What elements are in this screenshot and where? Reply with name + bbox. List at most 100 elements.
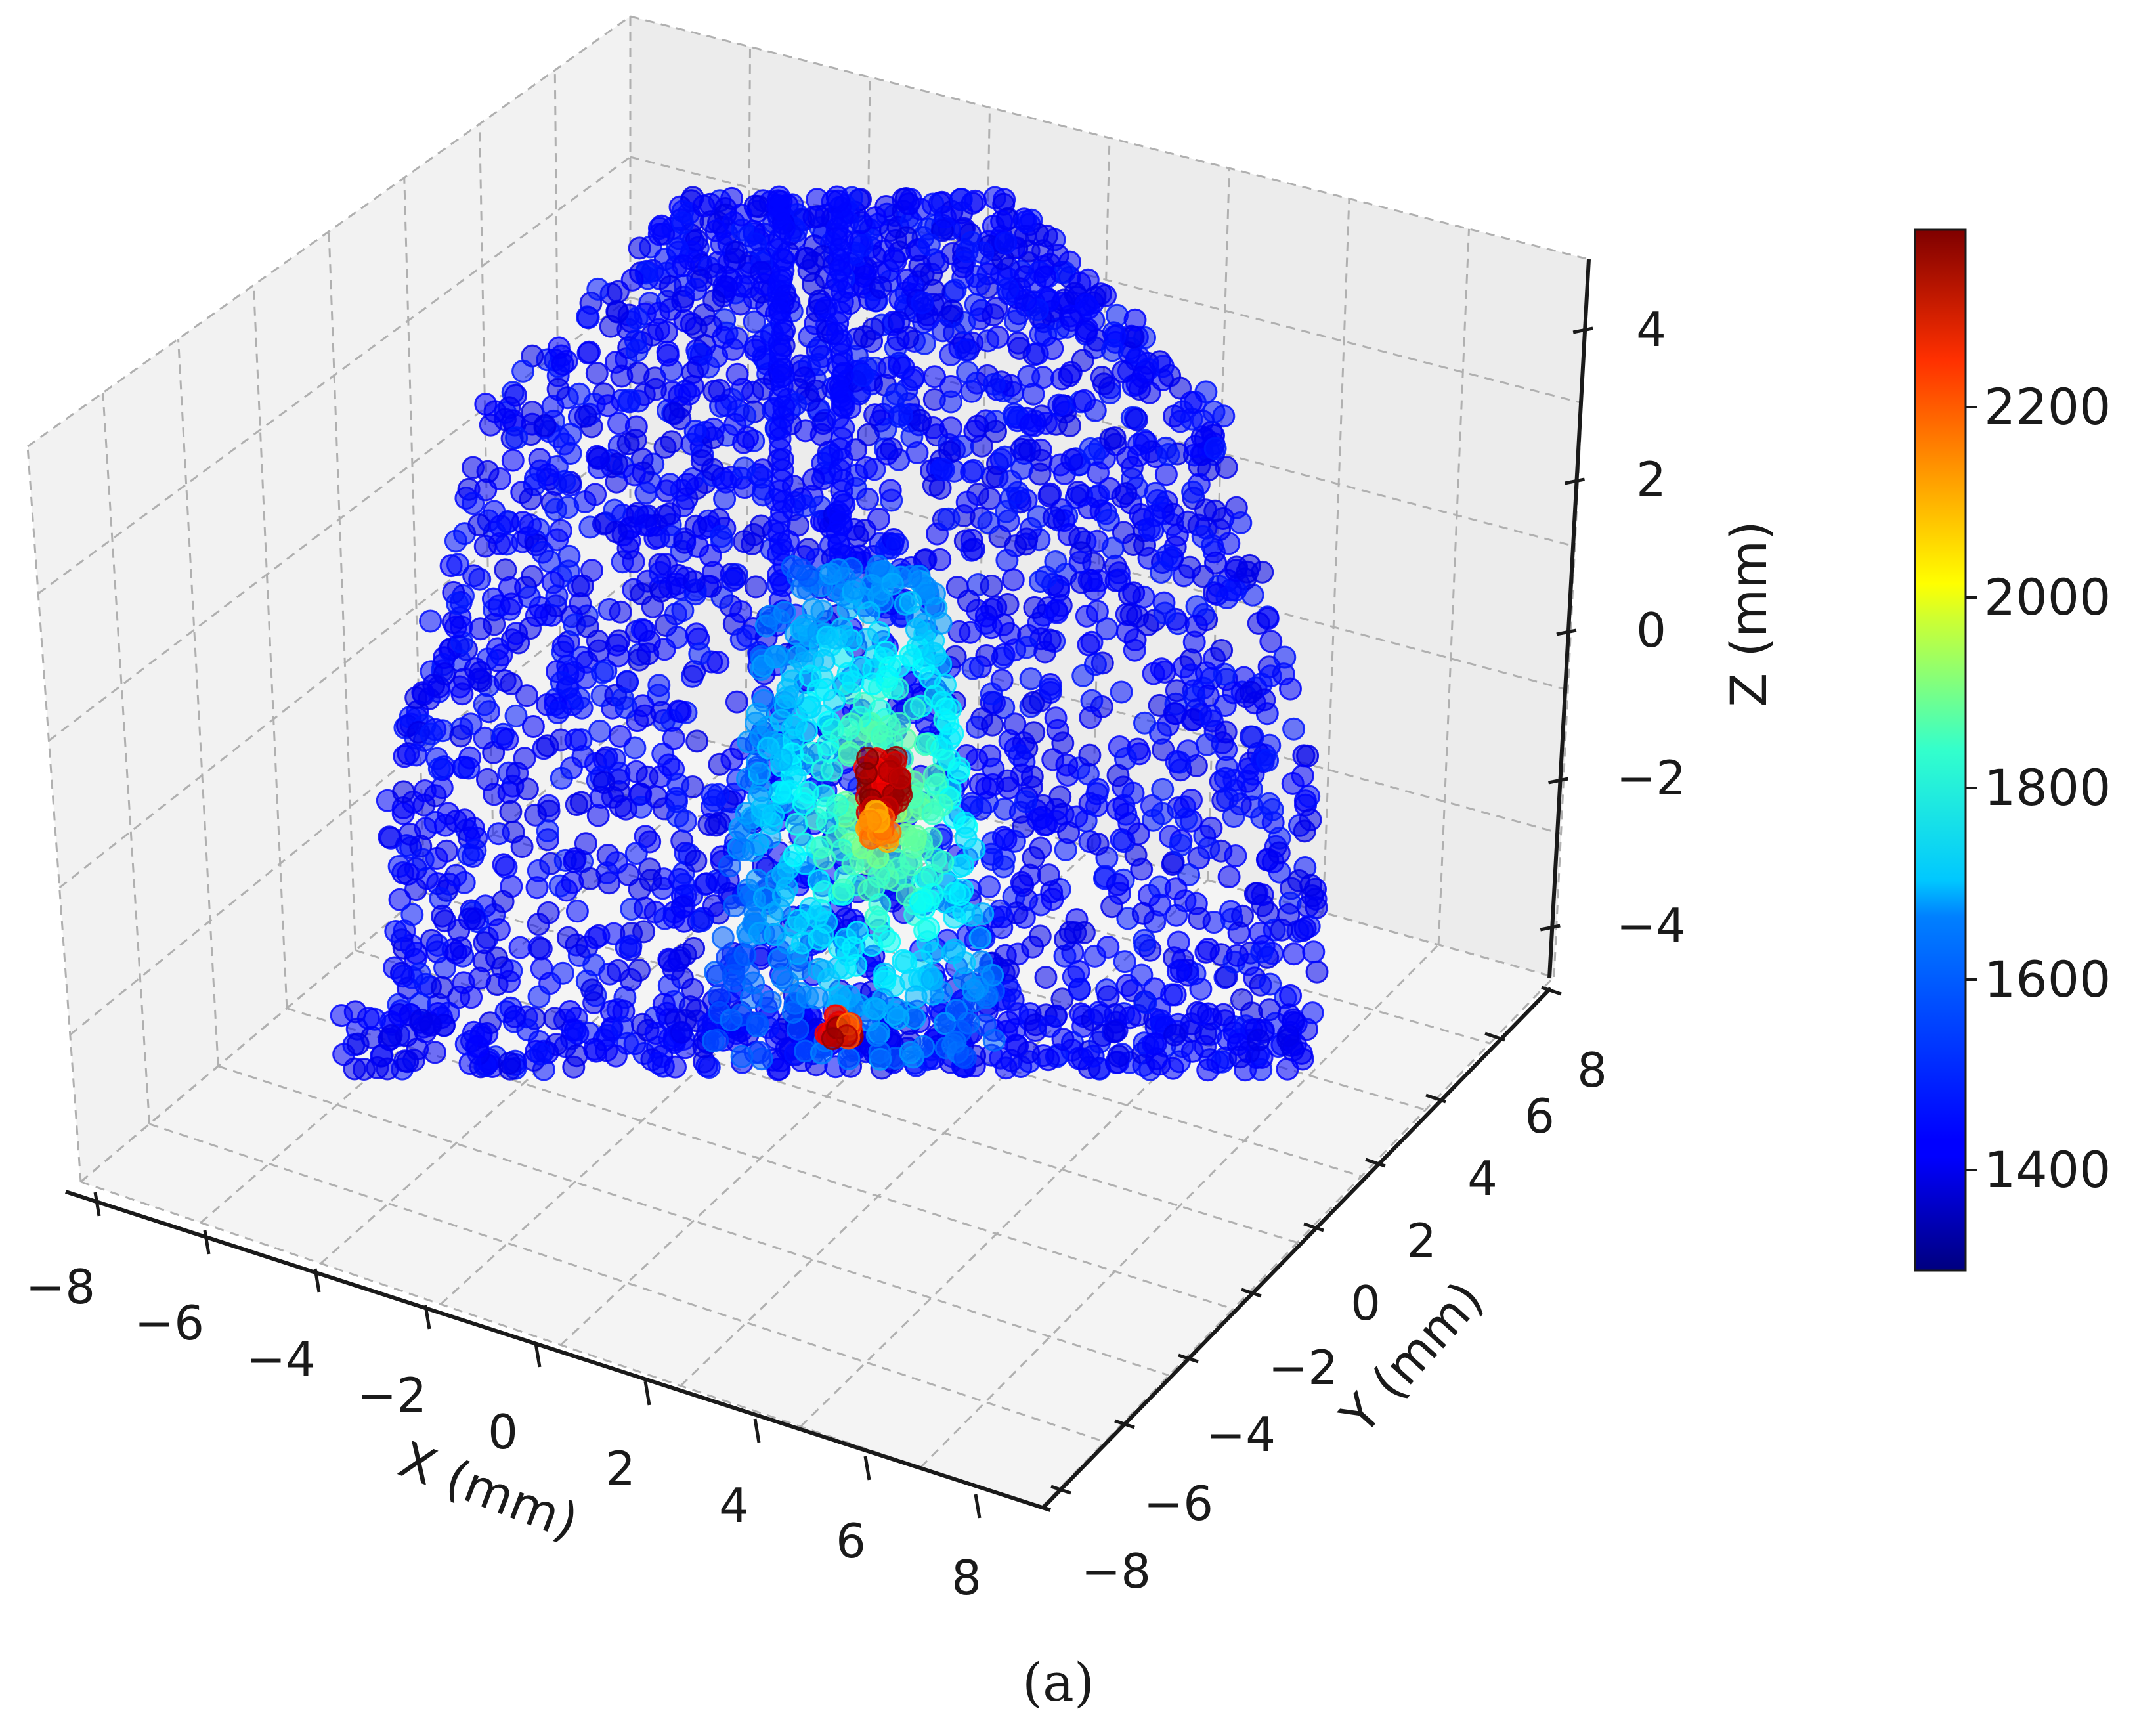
scatter-point [711,926,735,949]
scatter-point [695,1054,719,1078]
scatter-point [961,657,985,680]
grid-line [58,437,631,889]
x-tick-label: −8 [26,1259,95,1314]
scatter-point [505,426,529,450]
scatter-point [773,695,797,718]
scatter-point [1010,763,1033,787]
scatter-point [620,268,644,292]
y-tick-label: 8 [1577,1043,1607,1098]
scatter-point [1182,685,1206,708]
scatter-point [841,936,865,959]
z-tick-label: −4 [1616,898,1686,953]
scatter-point [1297,785,1321,808]
scatter-point [1014,288,1037,312]
scatter-point [980,575,1003,597]
scatter-point [1273,645,1297,669]
scatter-point [676,473,699,496]
scatter-point [444,810,468,833]
scatter-point [701,561,725,584]
scatter-point [644,1022,668,1045]
scatter-point [559,423,582,446]
scatter-point [1110,680,1133,704]
scatter-point [1136,613,1159,636]
scatter-point [801,597,825,621]
scatter-point [582,953,606,977]
scatter-point [888,766,912,790]
scatter-point [1033,265,1057,289]
y-tick-label: −2 [1268,1340,1338,1395]
y-tick-mark [1050,1485,1071,1495]
scatter-point [834,956,857,980]
grid-line [26,446,82,1183]
scatter-point [744,575,767,599]
scatter-point [1046,244,1069,267]
scatter-point [467,513,491,537]
scatter-point [556,926,580,949]
scatter-point [1035,412,1058,435]
y-tick-mark [1178,1353,1199,1364]
panel-label: (a) [1022,1652,1094,1713]
scatter-point [744,232,767,256]
scatter-point [564,728,588,752]
scatter-point [1196,1058,1220,1082]
z-tick-label: −2 [1616,750,1686,806]
scatter-point [832,878,855,901]
scatter-point [752,886,776,910]
scatter-point [1038,1014,1062,1038]
scatter-point [982,303,1005,327]
scatter-point [1219,900,1242,923]
scatter-point [508,936,532,959]
scatter-point [863,403,887,427]
scatter-point [827,558,850,582]
scatter-point [1199,816,1223,840]
scatter-point [546,701,570,724]
z-tick-mark [1565,477,1586,485]
scatter-point [1122,581,1146,605]
scatter-point [746,1012,769,1035]
scatter-point [622,550,645,574]
scatter-point [1163,1023,1186,1047]
scatter-point [903,697,926,720]
scatter-point [1178,555,1201,579]
grid-line [1039,976,1555,1509]
scatter-point [391,965,415,988]
scatter-point [551,634,575,658]
scatter-point [655,553,678,576]
grid-line [48,296,631,742]
scatter-point [658,502,681,525]
scatter-point [905,618,928,641]
scatter-point [939,390,962,414]
scatter-point [1257,792,1281,815]
scatter-point [878,356,901,380]
scatter-point [1019,667,1043,691]
scatter-point [1180,1039,1204,1063]
scatter-point [813,847,836,871]
scatter-point [1277,903,1301,926]
scatter-point [1164,877,1188,901]
x-tick-label: 4 [719,1478,749,1533]
scatter-point [681,361,704,385]
scatter-point [634,481,658,505]
scatter-point [1279,677,1302,701]
scatter-point [1107,1044,1131,1068]
scatter-point [995,500,1018,523]
scatter-point [1066,481,1090,504]
scatter-point [904,985,928,1009]
scatter-point [1034,966,1058,989]
scatter-point [591,661,614,684]
scatter-point [1022,846,1045,869]
scatter-point [653,435,677,459]
scatter-point [1149,1009,1173,1033]
scatter-point [949,188,973,211]
colorbar-tick-label: 1800 [1984,758,2111,817]
y-tick-label: 4 [1467,1151,1498,1206]
scatter-point [750,779,773,802]
scatter-point [1226,1033,1250,1056]
scatter-point [744,338,767,362]
scatter-point [885,382,909,406]
scatter-point [951,878,974,901]
scatter-point [1058,364,1081,387]
scatter-point [1096,508,1120,532]
scatter-point [1296,744,1320,768]
scatter-point [951,854,974,877]
